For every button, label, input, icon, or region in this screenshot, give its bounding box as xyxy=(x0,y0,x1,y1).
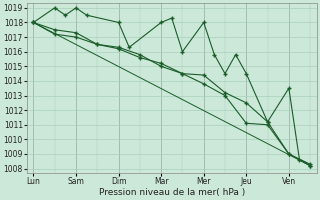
X-axis label: Pression niveau de la mer( hPa ): Pression niveau de la mer( hPa ) xyxy=(99,188,245,197)
